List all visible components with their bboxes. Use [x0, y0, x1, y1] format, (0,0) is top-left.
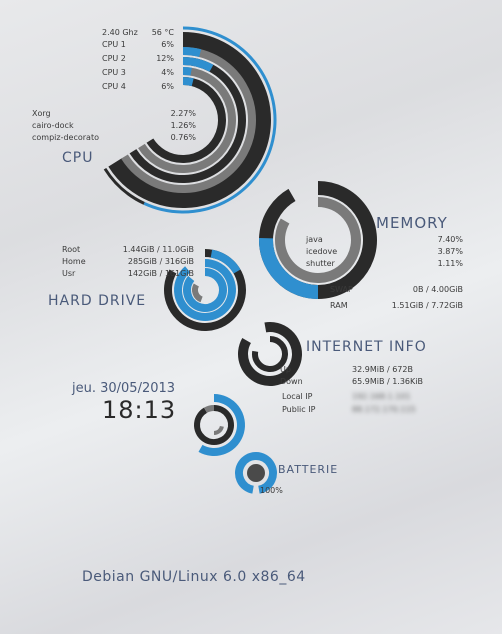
disk-ring-usr [183, 268, 227, 312]
cpu-heading: CPU [62, 150, 94, 166]
memory-process-name: icedove [306, 247, 338, 256]
cpu-freq: 2.40 Ghz [102, 28, 138, 37]
battery-ring [235, 452, 277, 494]
memory-process-value: 3.87% [437, 247, 463, 256]
disk-mount-value: 285GiB / 316GiB [127, 257, 194, 266]
cpu-process-value: 0.76% [170, 133, 196, 142]
memory-process-name: java [306, 235, 323, 244]
cpu-core-ring-fill [182, 47, 202, 58]
cpu-core-value: 6% [161, 40, 174, 49]
network-ring-outer [238, 322, 302, 386]
cpu-core-value: 4% [161, 68, 174, 77]
cpu-temp-ring [143, 26, 277, 214]
up-label: Up [280, 365, 291, 374]
cpu-process-name: compiz-decorato [32, 133, 99, 142]
clock-ring-minutes-rest [204, 405, 215, 413]
cpu-temp: 56 °C [151, 28, 174, 37]
local-ip-label: Local IP [282, 392, 313, 401]
battery-heading: BATTERIE [278, 463, 339, 476]
swap-label: SWAP [330, 285, 353, 294]
cpu-process-value: 2.27% [170, 109, 196, 118]
clock-ring-hours [198, 394, 245, 456]
cpu-core-ring [138, 67, 236, 173]
network-heading: INTERNET INFO [306, 339, 427, 355]
battery-value: 100% [260, 486, 283, 495]
cpu-core-ring [121, 47, 256, 193]
disk-ring-root [192, 283, 203, 303]
cpu-core-label: CPU 2 [102, 54, 126, 63]
clock-ring-minutes [194, 405, 234, 445]
memory-ram-ring [259, 181, 377, 299]
public-ip-label: Public IP [282, 405, 316, 414]
memory-swap-ring [275, 197, 361, 283]
ram-label: RAM [330, 301, 348, 310]
disk-heading: HARD DRIVE [48, 293, 147, 309]
public-ip-value: 88.172.170.115 [352, 405, 416, 414]
disk-mount-value: 142GiB / 161GiB [127, 269, 194, 278]
cpu-core-ring [146, 77, 226, 163]
cpu-process-name: Xorg [32, 109, 51, 118]
up-value: 32.9MiB / 672B [352, 365, 413, 374]
memory-process-name: shutter [306, 259, 335, 268]
disk-ring-outer-fill [210, 249, 241, 274]
memory-process-value: 7.40% [437, 235, 463, 244]
clock-date: jeu. 30/05/2013 [72, 381, 176, 396]
memory-heading: MEMORY [376, 214, 448, 232]
cpu-core-ring-fill [182, 77, 194, 87]
network-ring-inner [252, 336, 288, 372]
cpu-core-value: 12% [156, 54, 174, 63]
cpu-process-name: cairo-dock [32, 121, 74, 130]
clock-ring-seconds [213, 425, 224, 435]
ram-value: 1.51GiB / 7.72GiB [391, 301, 463, 310]
cpu-core-ring [129, 57, 246, 183]
cpu-process-value: 1.26% [170, 121, 196, 130]
os-label: Debian GNU/Linux 6.0 x86_64 [82, 569, 306, 585]
down-value: 65.9MiB / 1.36KiB [352, 377, 423, 386]
cpu-core-label: CPU 3 [102, 68, 126, 77]
disk-mount-label: Usr [62, 269, 76, 278]
cpu-total-ring [108, 32, 271, 208]
cpu-core-label: CPU 4 [102, 82, 126, 91]
memory-process-value: 1.11% [437, 259, 463, 268]
memory-ram-ring-fill [259, 237, 319, 299]
cpu-core-ring-fill [182, 57, 214, 72]
disk-mount-label: Home [62, 257, 86, 266]
disk-mount-label: Root [62, 245, 81, 254]
clock-time: 18:13 [102, 396, 177, 424]
cpu-temp-ring-rest [103, 167, 145, 205]
swap-value: 0B / 4.00GiB [412, 285, 463, 294]
down-label: Down [280, 377, 303, 386]
disk-mount-value: 1.44GiB / 11.0GiB [122, 245, 194, 254]
cpu-core-value: 6% [161, 82, 174, 91]
cpu-core-ring-fill [182, 67, 192, 76]
local-ip-value: 192.168.1.101 [352, 392, 411, 401]
disk-ring-home [174, 259, 236, 321]
battery-core [247, 464, 265, 482]
cpu-core-label: CPU 1 [102, 40, 126, 49]
